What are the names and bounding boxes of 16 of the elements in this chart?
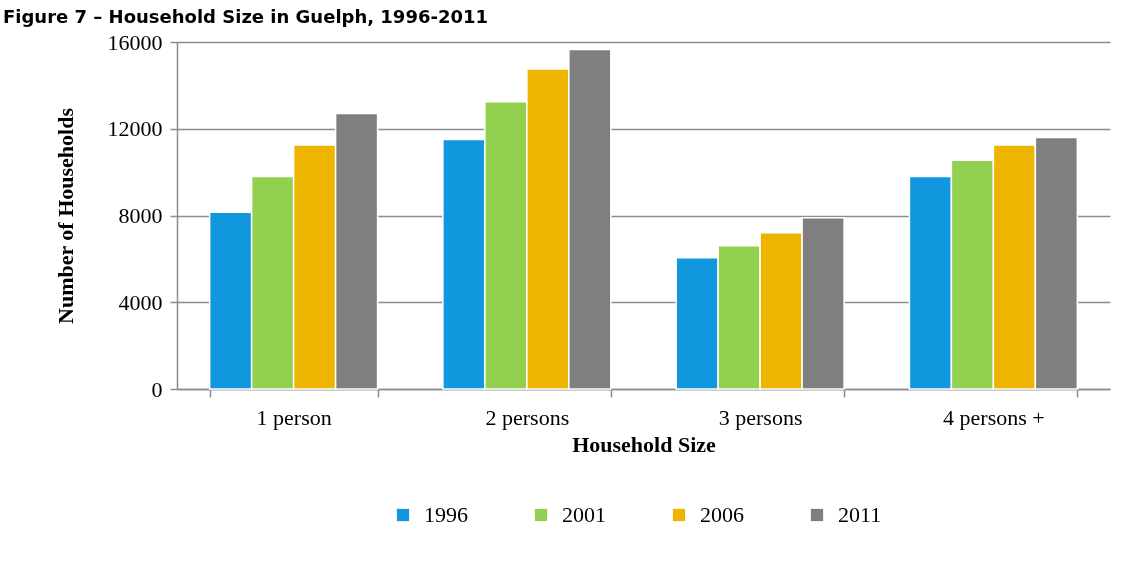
x-tick-label: 1 person [256,404,332,430]
y-tick-label: 4000 [118,289,163,315]
y-tick-label: 16000 [107,29,163,55]
x-axis-title: Household Size [572,431,717,457]
x-tick-label: 4 persons + [943,404,1045,430]
chart-title: Figure 7 – Household Size in Guelph, 1996-2011 [3,6,489,27]
x-tick-label: 2 persons [485,404,570,430]
y-tick-label: 0 [151,376,163,402]
legend-label: 2011 [838,502,882,527]
y-axis-title: Number of Households [52,107,78,324]
x-tick-label: 3 persons [718,404,803,430]
legend-label: 2001 [562,502,606,527]
y-tick-label: 12000 [107,116,163,142]
y-tick-label: 8000 [118,203,163,228]
legend-label: 1996 [424,502,468,527]
legend-label: 2006 [700,502,744,527]
